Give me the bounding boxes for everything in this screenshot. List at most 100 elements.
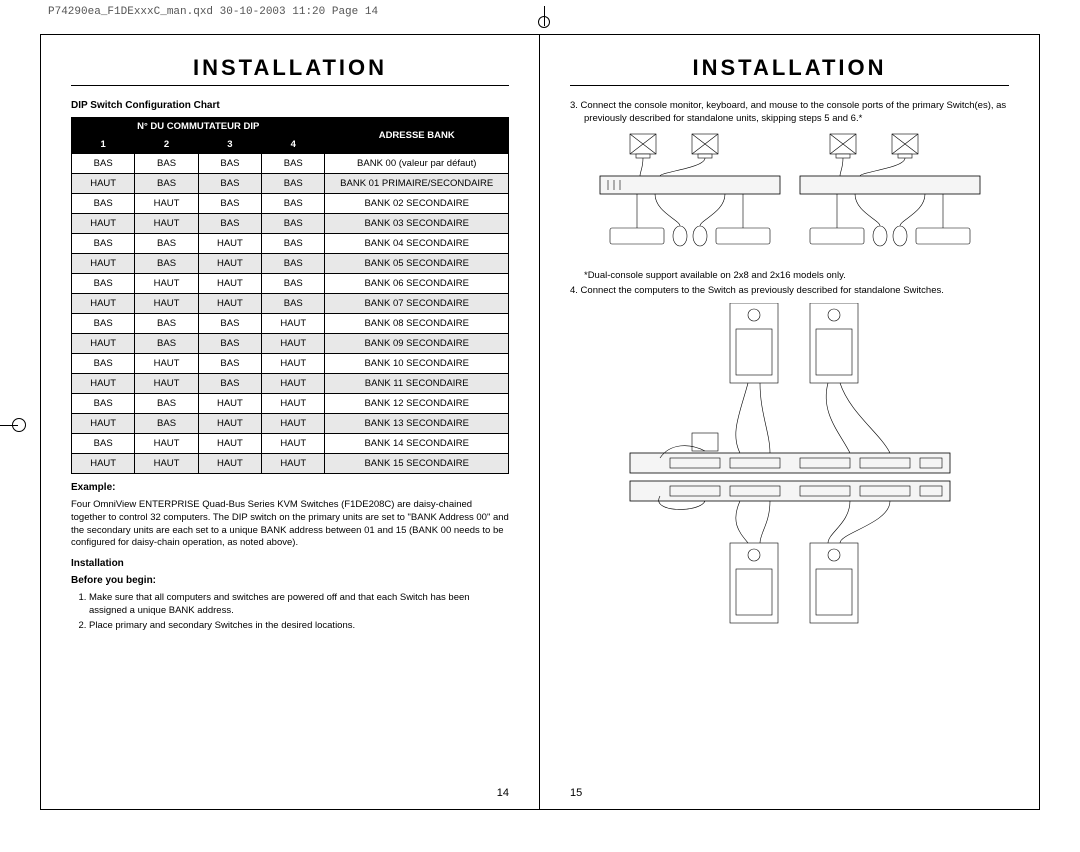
dip-cell: HAUT bbox=[262, 454, 325, 474]
step-3: 3. Connect the console monitor, keyboard… bbox=[570, 100, 1009, 126]
table-row: HAUTHAUTHAUTHAUTBANK 15 SECONDAIRE bbox=[72, 454, 509, 474]
dip-cell: BAS bbox=[262, 154, 325, 174]
dip-cell: HAUT bbox=[198, 294, 261, 314]
step-item: Make sure that all computers and switche… bbox=[89, 592, 509, 618]
bank-cell: BANK 01 PRIMAIRE/SECONDAIRE bbox=[325, 174, 509, 194]
bank-cell: BANK 13 SECONDAIRE bbox=[325, 414, 509, 434]
dip-cell: BAS bbox=[198, 354, 261, 374]
dip-cell: BAS bbox=[262, 174, 325, 194]
table-row: BASBASHAUTHAUTBANK 12 SECONDAIRE bbox=[72, 394, 509, 414]
bank-cell: BANK 03 SECONDAIRE bbox=[325, 214, 509, 234]
dip-cell: HAUT bbox=[135, 434, 198, 454]
dip-cell: BAS bbox=[198, 314, 261, 334]
dip-cell: HAUT bbox=[198, 234, 261, 254]
page-15: INSTALLATION 3. Connect the console moni… bbox=[540, 35, 1039, 809]
example-text: Four OmniView ENTERPRISE Quad-Bus Series… bbox=[71, 499, 509, 550]
dip-cell: BAS bbox=[262, 234, 325, 254]
bank-cell: BANK 04 SECONDAIRE bbox=[325, 234, 509, 254]
dip-cell: BAS bbox=[135, 154, 198, 174]
dip-cell: HAUT bbox=[198, 254, 261, 274]
dip-cell: BAS bbox=[198, 194, 261, 214]
table-row: BASHAUTBASBASBANK 02 SECONDAIRE bbox=[72, 194, 509, 214]
dip-cell: HAUT bbox=[72, 414, 135, 434]
dip-cell: HAUT bbox=[198, 394, 261, 414]
dip-cell: BAS bbox=[135, 394, 198, 414]
chart-title: DIP Switch Configuration Chart bbox=[71, 100, 509, 111]
dip-col-header: 2 bbox=[135, 136, 198, 154]
bank-cell: BANK 00 (valeur par défaut) bbox=[325, 154, 509, 174]
step-item: Place primary and secondary Switches in … bbox=[89, 620, 509, 633]
page-number-14: 14 bbox=[497, 787, 509, 799]
bank-cell: BANK 09 SECONDAIRE bbox=[325, 334, 509, 354]
bank-header: ADRESSE BANK bbox=[325, 118, 509, 154]
bank-cell: BANK 15 SECONDAIRE bbox=[325, 454, 509, 474]
dip-cell: HAUT bbox=[198, 454, 261, 474]
dip-cell: BAS bbox=[72, 394, 135, 414]
step-4: 4. Connect the computers to the Switch a… bbox=[570, 285, 1009, 298]
dip-cell: BAS bbox=[262, 194, 325, 214]
dip-cell: BAS bbox=[72, 354, 135, 374]
table-row: BASHAUTBASHAUTBANK 10 SECONDAIRE bbox=[72, 354, 509, 374]
dip-cell: HAUT bbox=[198, 274, 261, 294]
table-row: BASHAUTHAUTBASBANK 06 SECONDAIRE bbox=[72, 274, 509, 294]
rule bbox=[570, 85, 1009, 86]
bank-cell: BANK 02 SECONDAIRE bbox=[325, 194, 509, 214]
dip-cell: HAUT bbox=[198, 434, 261, 454]
bank-cell: BANK 14 SECONDAIRE bbox=[325, 434, 509, 454]
dip-cell: HAUT bbox=[135, 274, 198, 294]
dip-switch-table: N° DU COMMUTATEUR DIP ADRESSE BANK 1234 … bbox=[71, 117, 509, 474]
dip-cell: HAUT bbox=[72, 254, 135, 274]
bank-cell: BANK 06 SECONDAIRE bbox=[325, 274, 509, 294]
dip-cell: HAUT bbox=[262, 314, 325, 334]
dip-cell: BAS bbox=[72, 314, 135, 334]
bank-cell: BANK 10 SECONDAIRE bbox=[325, 354, 509, 374]
console-diagram bbox=[580, 132, 1000, 262]
install-label: Installation bbox=[71, 558, 509, 569]
section-title-right: INSTALLATION bbox=[570, 55, 1009, 81]
dip-cell: BAS bbox=[262, 294, 325, 314]
bank-cell: BANK 07 SECONDAIRE bbox=[325, 294, 509, 314]
dip-cell: HAUT bbox=[135, 374, 198, 394]
dip-cell: BAS bbox=[72, 194, 135, 214]
page-number-15: 15 bbox=[570, 787, 582, 799]
dip-cell: BAS bbox=[198, 174, 261, 194]
crop-mark-left bbox=[0, 418, 28, 432]
dip-cell: HAUT bbox=[262, 374, 325, 394]
dip-cell: HAUT bbox=[135, 294, 198, 314]
dip-cell: HAUT bbox=[262, 414, 325, 434]
dip-cell: HAUT bbox=[72, 334, 135, 354]
table-row: BASBASHAUTBASBANK 04 SECONDAIRE bbox=[72, 234, 509, 254]
page-spread: INSTALLATION DIP Switch Configuration Ch… bbox=[40, 34, 1040, 810]
dip-cell: HAUT bbox=[135, 194, 198, 214]
section-title-left: INSTALLATION bbox=[71, 55, 509, 81]
dip-cell: HAUT bbox=[262, 354, 325, 374]
dip-cell: BAS bbox=[72, 154, 135, 174]
table-row: HAUTHAUTBASBASBANK 03 SECONDAIRE bbox=[72, 214, 509, 234]
dip-col-header: 1 bbox=[72, 136, 135, 154]
dip-cell: BAS bbox=[198, 154, 261, 174]
example-label: Example: bbox=[71, 482, 509, 493]
bank-cell: BANK 12 SECONDAIRE bbox=[325, 394, 509, 414]
bank-cell: BANK 11 SECONDAIRE bbox=[325, 374, 509, 394]
dip-cell: HAUT bbox=[135, 354, 198, 374]
table-row: BASBASBASHAUTBANK 08 SECONDAIRE bbox=[72, 314, 509, 334]
dip-cell: BAS bbox=[135, 414, 198, 434]
dip-cell: HAUT bbox=[135, 454, 198, 474]
dip-cell: BAS bbox=[72, 274, 135, 294]
table-row: HAUTBASBASHAUTBANK 09 SECONDAIRE bbox=[72, 334, 509, 354]
bank-cell: BANK 05 SECONDAIRE bbox=[325, 254, 509, 274]
dip-cell: HAUT bbox=[262, 434, 325, 454]
page-14: INSTALLATION DIP Switch Configuration Ch… bbox=[41, 35, 540, 809]
dip-cell: BAS bbox=[72, 234, 135, 254]
dip-cell: HAUT bbox=[262, 394, 325, 414]
dip-col-header: 4 bbox=[262, 136, 325, 154]
dip-cell: HAUT bbox=[72, 174, 135, 194]
dip-cell: BAS bbox=[135, 314, 198, 334]
rule bbox=[71, 85, 509, 86]
dip-col-header: 3 bbox=[198, 136, 261, 154]
dip-cell: BAS bbox=[262, 254, 325, 274]
bank-cell: BANK 08 SECONDAIRE bbox=[325, 314, 509, 334]
dip-cell: BAS bbox=[198, 374, 261, 394]
table-row: HAUTHAUTHAUTBASBANK 07 SECONDAIRE bbox=[72, 294, 509, 314]
before-label: Before you begin: bbox=[71, 575, 509, 586]
